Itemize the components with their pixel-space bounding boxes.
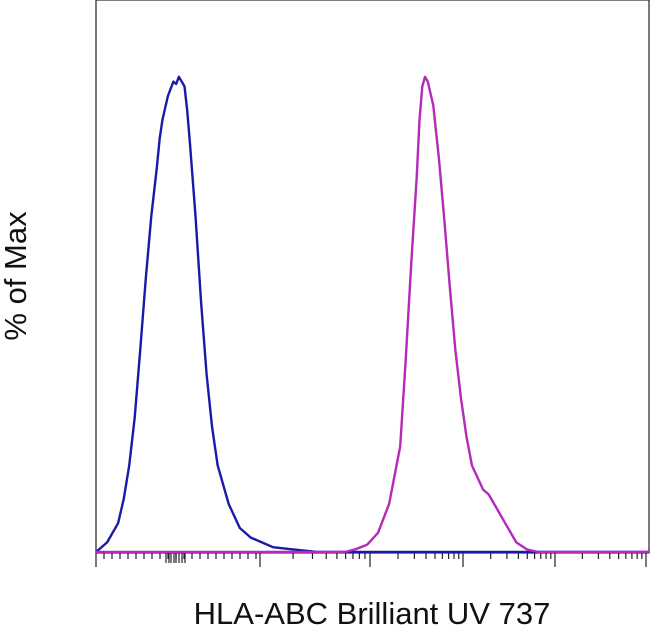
series-line-1	[95, 75, 649, 554]
series-layer	[95, 75, 649, 554]
x-axis-ticks	[95, 553, 647, 567]
x-axis-title: HLA-ABC Brilliant UV 737	[194, 596, 551, 631]
y-axis-title: % of Max	[0, 211, 33, 341]
series-line-2	[96, 75, 649, 554]
plot-frame	[95, 0, 650, 554]
